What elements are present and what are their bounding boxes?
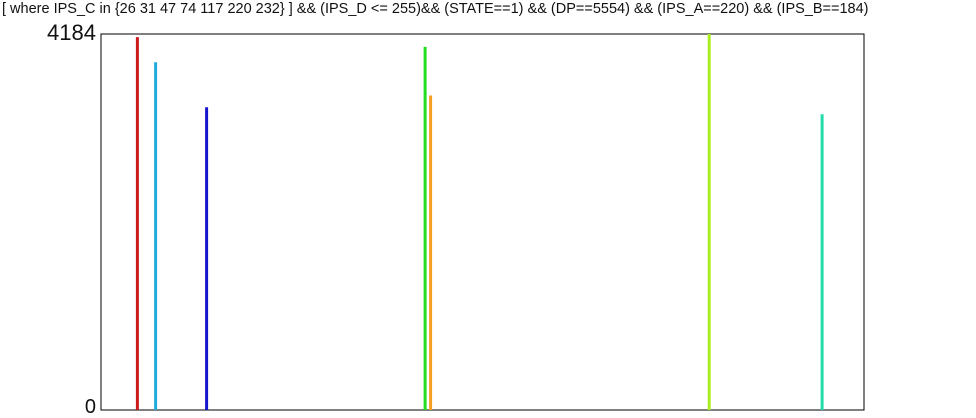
y-axis-min-label: 0: [84, 396, 96, 418]
y-axis-max-label: 4184: [47, 20, 96, 45]
bars-group: [135, 34, 824, 410]
chart-title: [ where IPS_C in {26 31 47 74 117 220 23…: [2, 1, 869, 17]
plot-area-frame: [100, 33, 865, 411]
